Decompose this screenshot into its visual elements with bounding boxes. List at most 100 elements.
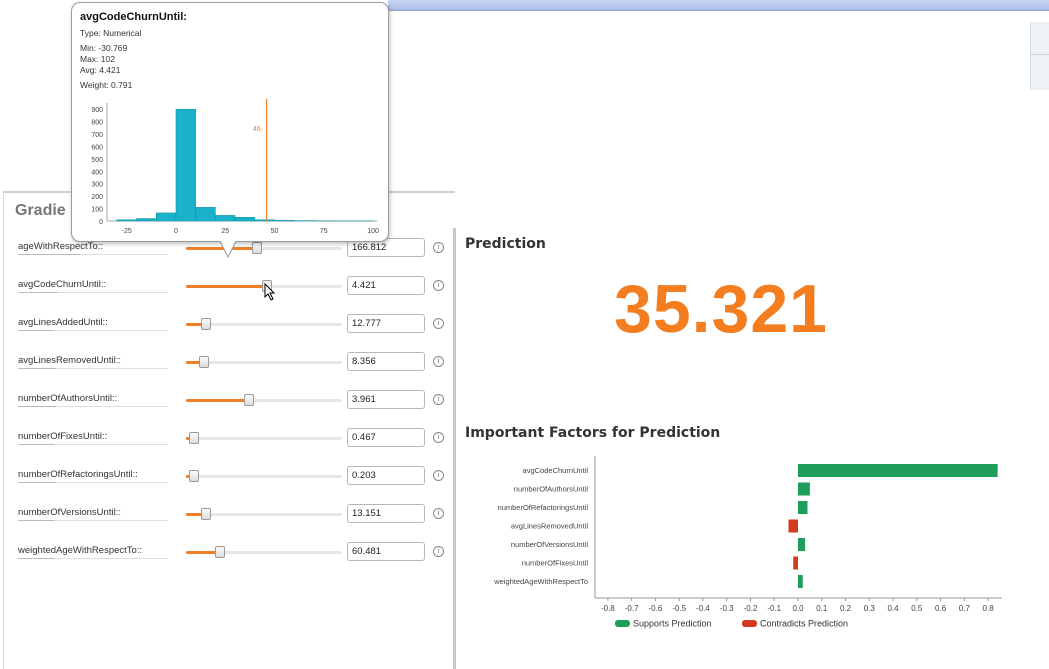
legend-supports-label: Supports Prediction xyxy=(633,618,712,629)
hist-x-tick: 75 xyxy=(320,228,328,235)
feature-value-input[interactable]: 4.421 xyxy=(347,276,425,295)
x-tick-label: 0.8 xyxy=(983,604,995,613)
hist-x-tick: 0 xyxy=(174,228,178,235)
feature-underline-fill xyxy=(18,482,56,483)
panel-splitter[interactable] xyxy=(453,228,456,669)
side-toolbar xyxy=(1030,22,1049,90)
slider-thumb[interactable] xyxy=(189,432,199,444)
slider-thumb[interactable] xyxy=(199,356,209,368)
legend-contradicts: Contradicts Prediction xyxy=(742,618,848,629)
hist-bar xyxy=(175,108,196,222)
x-tick-label: 0.2 xyxy=(840,604,852,613)
feature-slider[interactable] xyxy=(186,394,342,406)
hist-bar xyxy=(136,218,157,222)
feature-label: weightedAgeWithRespectTo:: xyxy=(18,545,143,556)
legend-swatch-supports xyxy=(615,620,630,628)
feature-row: numberOfFixesUntil:: 0.467 i xyxy=(18,426,448,450)
feature-slider[interactable] xyxy=(186,470,342,482)
tooltip-pointer-fill xyxy=(220,240,236,256)
slider-thumb[interactable] xyxy=(252,242,262,254)
slider-thumb[interactable] xyxy=(215,546,225,558)
info-icon[interactable]: i xyxy=(433,318,444,329)
info-icon[interactable]: i xyxy=(433,470,444,481)
important-factors-title: Important Factors for Prediction xyxy=(465,425,721,441)
feature-slider[interactable] xyxy=(186,242,342,254)
slider-fill xyxy=(186,285,266,288)
feature-underline xyxy=(18,406,168,407)
slider-thumb[interactable] xyxy=(244,394,254,406)
slider-thumb[interactable] xyxy=(201,508,211,520)
feature-label: numberOfAuthorsUntil:: xyxy=(18,393,118,404)
prediction-value: 35.321 xyxy=(614,271,828,347)
feature-row: numberOfAuthorsUntil:: 3.961 i xyxy=(18,388,448,412)
tooltip-weight: Weight: 0.791 xyxy=(80,80,133,90)
feature-slider[interactable] xyxy=(186,356,342,368)
x-tick-label: -0.3 xyxy=(720,604,734,613)
feature-row: avgLinesAddedUntil:: 12.777 i xyxy=(18,312,448,336)
feature-row: ageWithRespectTo:: 166.812 i xyxy=(18,236,448,260)
tooltip-histogram: 0 100 200 300 400 500 600 700 800 900 -25 0 25 50 75 10… xyxy=(91,99,379,235)
tooltip-max: Max: 102 xyxy=(80,54,115,64)
mouse-cursor-icon xyxy=(264,283,276,301)
info-icon[interactable]: i xyxy=(433,432,444,443)
feature-value-input[interactable]: 13.151 xyxy=(347,504,425,523)
x-tick-label: 0.5 xyxy=(911,604,923,613)
category-label: numberOfVersionsUntil xyxy=(511,540,588,549)
feature-label: avgCodeChurnUntil:: xyxy=(18,279,107,290)
feature-underline xyxy=(18,368,168,369)
feature-value-input[interactable]: 8.356 xyxy=(347,352,425,371)
info-icon[interactable]: i xyxy=(433,280,444,291)
hist-y-tick: 600 xyxy=(91,144,103,151)
feature-row: avgCodeChurnUntil:: 4.421 i xyxy=(18,274,448,298)
info-icon[interactable]: i xyxy=(433,394,444,405)
info-icon[interactable]: i xyxy=(433,356,444,367)
feature-value-input[interactable]: 60.481 xyxy=(347,542,425,561)
feature-label: numberOfRefactoringsUntil:: xyxy=(18,469,138,480)
feature-slider[interactable] xyxy=(186,508,342,520)
feature-underline xyxy=(18,520,168,521)
slider-fill xyxy=(186,551,219,554)
hist-bar xyxy=(195,207,216,222)
window-title-strip xyxy=(388,0,1049,11)
slider-thumb[interactable] xyxy=(189,470,199,482)
feature-slider[interactable] xyxy=(186,546,342,558)
tooltip-min: Min: -30.769 xyxy=(80,43,128,53)
x-tick-label: -0.4 xyxy=(696,604,710,613)
feature-underline xyxy=(18,558,168,559)
category-label: numberOfAuthorsUntil xyxy=(514,485,589,494)
hist-y-tick: 800 xyxy=(91,120,103,127)
hist-x-tick: 100 xyxy=(367,228,379,235)
feature-underline-fill xyxy=(18,368,56,369)
feature-underline-fill xyxy=(18,254,80,255)
x-tick-label: -0.5 xyxy=(672,604,686,613)
feature-value-input[interactable]: 3.961 xyxy=(347,390,425,409)
slider-fill xyxy=(186,361,203,364)
hist-y-tick: 0 xyxy=(99,219,103,226)
hist-y-tick: 900 xyxy=(91,107,103,114)
feature-value-input[interactable]: 0.203 xyxy=(347,466,425,485)
tooltip-type: Type: Numerical xyxy=(80,28,142,38)
hist-bar xyxy=(116,219,137,222)
info-icon[interactable]: i xyxy=(433,508,444,519)
feature-value-input[interactable]: 12.777 xyxy=(347,314,425,333)
feature-value-input[interactable]: 0.467 xyxy=(347,428,425,447)
feature-underline xyxy=(18,482,168,483)
x-tick-label: -0.8 xyxy=(601,604,615,613)
factor-bar xyxy=(793,556,798,570)
toolbar-divider xyxy=(1030,54,1049,55)
feature-slider[interactable] xyxy=(186,432,342,444)
feature-underline-fill xyxy=(18,558,54,559)
feature-row: numberOfVersionsUntil:: 13.151 i xyxy=(18,502,448,526)
feature-slider[interactable] xyxy=(186,318,342,330)
category-label: weightedAgeWithRespectTo xyxy=(493,577,588,586)
factor-bar xyxy=(798,482,810,496)
category-label: numberOfRefactoringsUntil xyxy=(498,503,589,512)
x-tick-label: 0.1 xyxy=(816,604,828,613)
hist-bar xyxy=(254,219,275,222)
legend-contradicts-label: Contradicts Prediction xyxy=(760,618,849,629)
info-icon[interactable]: i xyxy=(433,546,444,557)
feature-underline xyxy=(18,254,168,255)
info-icon[interactable]: i xyxy=(433,242,444,253)
feature-underline-fill xyxy=(18,520,54,521)
slider-thumb[interactable] xyxy=(201,318,211,330)
